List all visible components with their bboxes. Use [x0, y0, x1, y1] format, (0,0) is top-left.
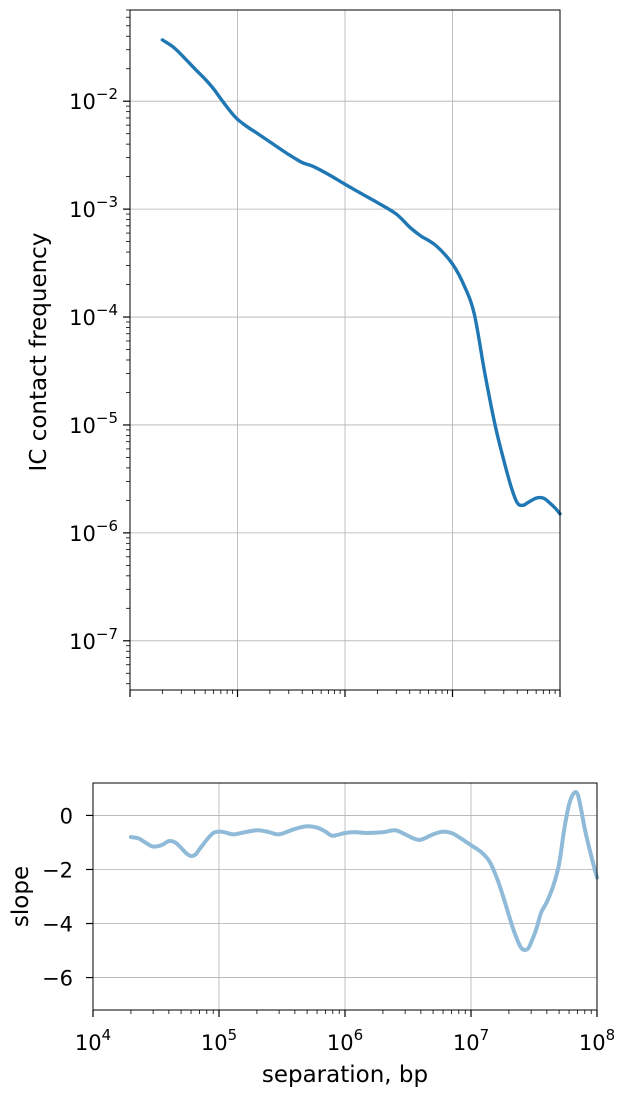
top-y-ticks: 10−2 10−3 10−4 10−5 10−6 10−7	[69, 9, 130, 685]
bottom-x-ticks: 104 105 106 107 108	[75, 1010, 615, 1055]
bottom-grid	[93, 783, 597, 1010]
top-y-tick-label: 10−3	[69, 193, 118, 222]
top-y-tick-label: 10−7	[69, 625, 118, 654]
top-y-tick-label: 10−6	[69, 517, 118, 546]
bottom-series-line	[128, 790, 599, 952]
top-series	[160, 38, 562, 516]
top-series-line	[160, 38, 562, 516]
bottom-y-tick-label: −2	[42, 858, 73, 882]
top-y-axis-label: IC contact frequency	[26, 233, 52, 472]
top-y-tick-label: 10−4	[69, 301, 118, 330]
bottom-y-ticks: 0 −2 −4 −6	[42, 804, 93, 991]
bottom-series	[128, 790, 599, 952]
top-x-ticks	[129, 690, 561, 697]
bottom-y-tick-label: 0	[60, 804, 73, 828]
bottom-x-axis-label: separation, bp	[262, 1062, 428, 1088]
top-y-tick-label: 10−5	[69, 409, 118, 438]
bottom-x-tick-label: 105	[201, 1026, 237, 1055]
contact-frequency-panel: 10−2 10−3 10−4 10−5 10−6 10−7 IC contact freq…	[26, 9, 562, 697]
top-grid	[130, 10, 560, 690]
bottom-x-tick-label: 106	[327, 1026, 363, 1055]
bottom-x-tick-label: 108	[579, 1026, 615, 1055]
bottom-x-tick-label: 107	[453, 1026, 489, 1055]
bottom-y-axis-label: slope	[8, 866, 34, 927]
slope-panel: 104 105 106 107 108 0 −2 −4 −6 separation, bp s…	[8, 782, 615, 1088]
bottom-y-tick-label: −4	[42, 913, 73, 937]
bottom-x-tick-label: 104	[75, 1026, 111, 1055]
top-y-tick-label: 10−2	[69, 85, 118, 114]
bottom-y-tick-label: −6	[42, 967, 73, 991]
